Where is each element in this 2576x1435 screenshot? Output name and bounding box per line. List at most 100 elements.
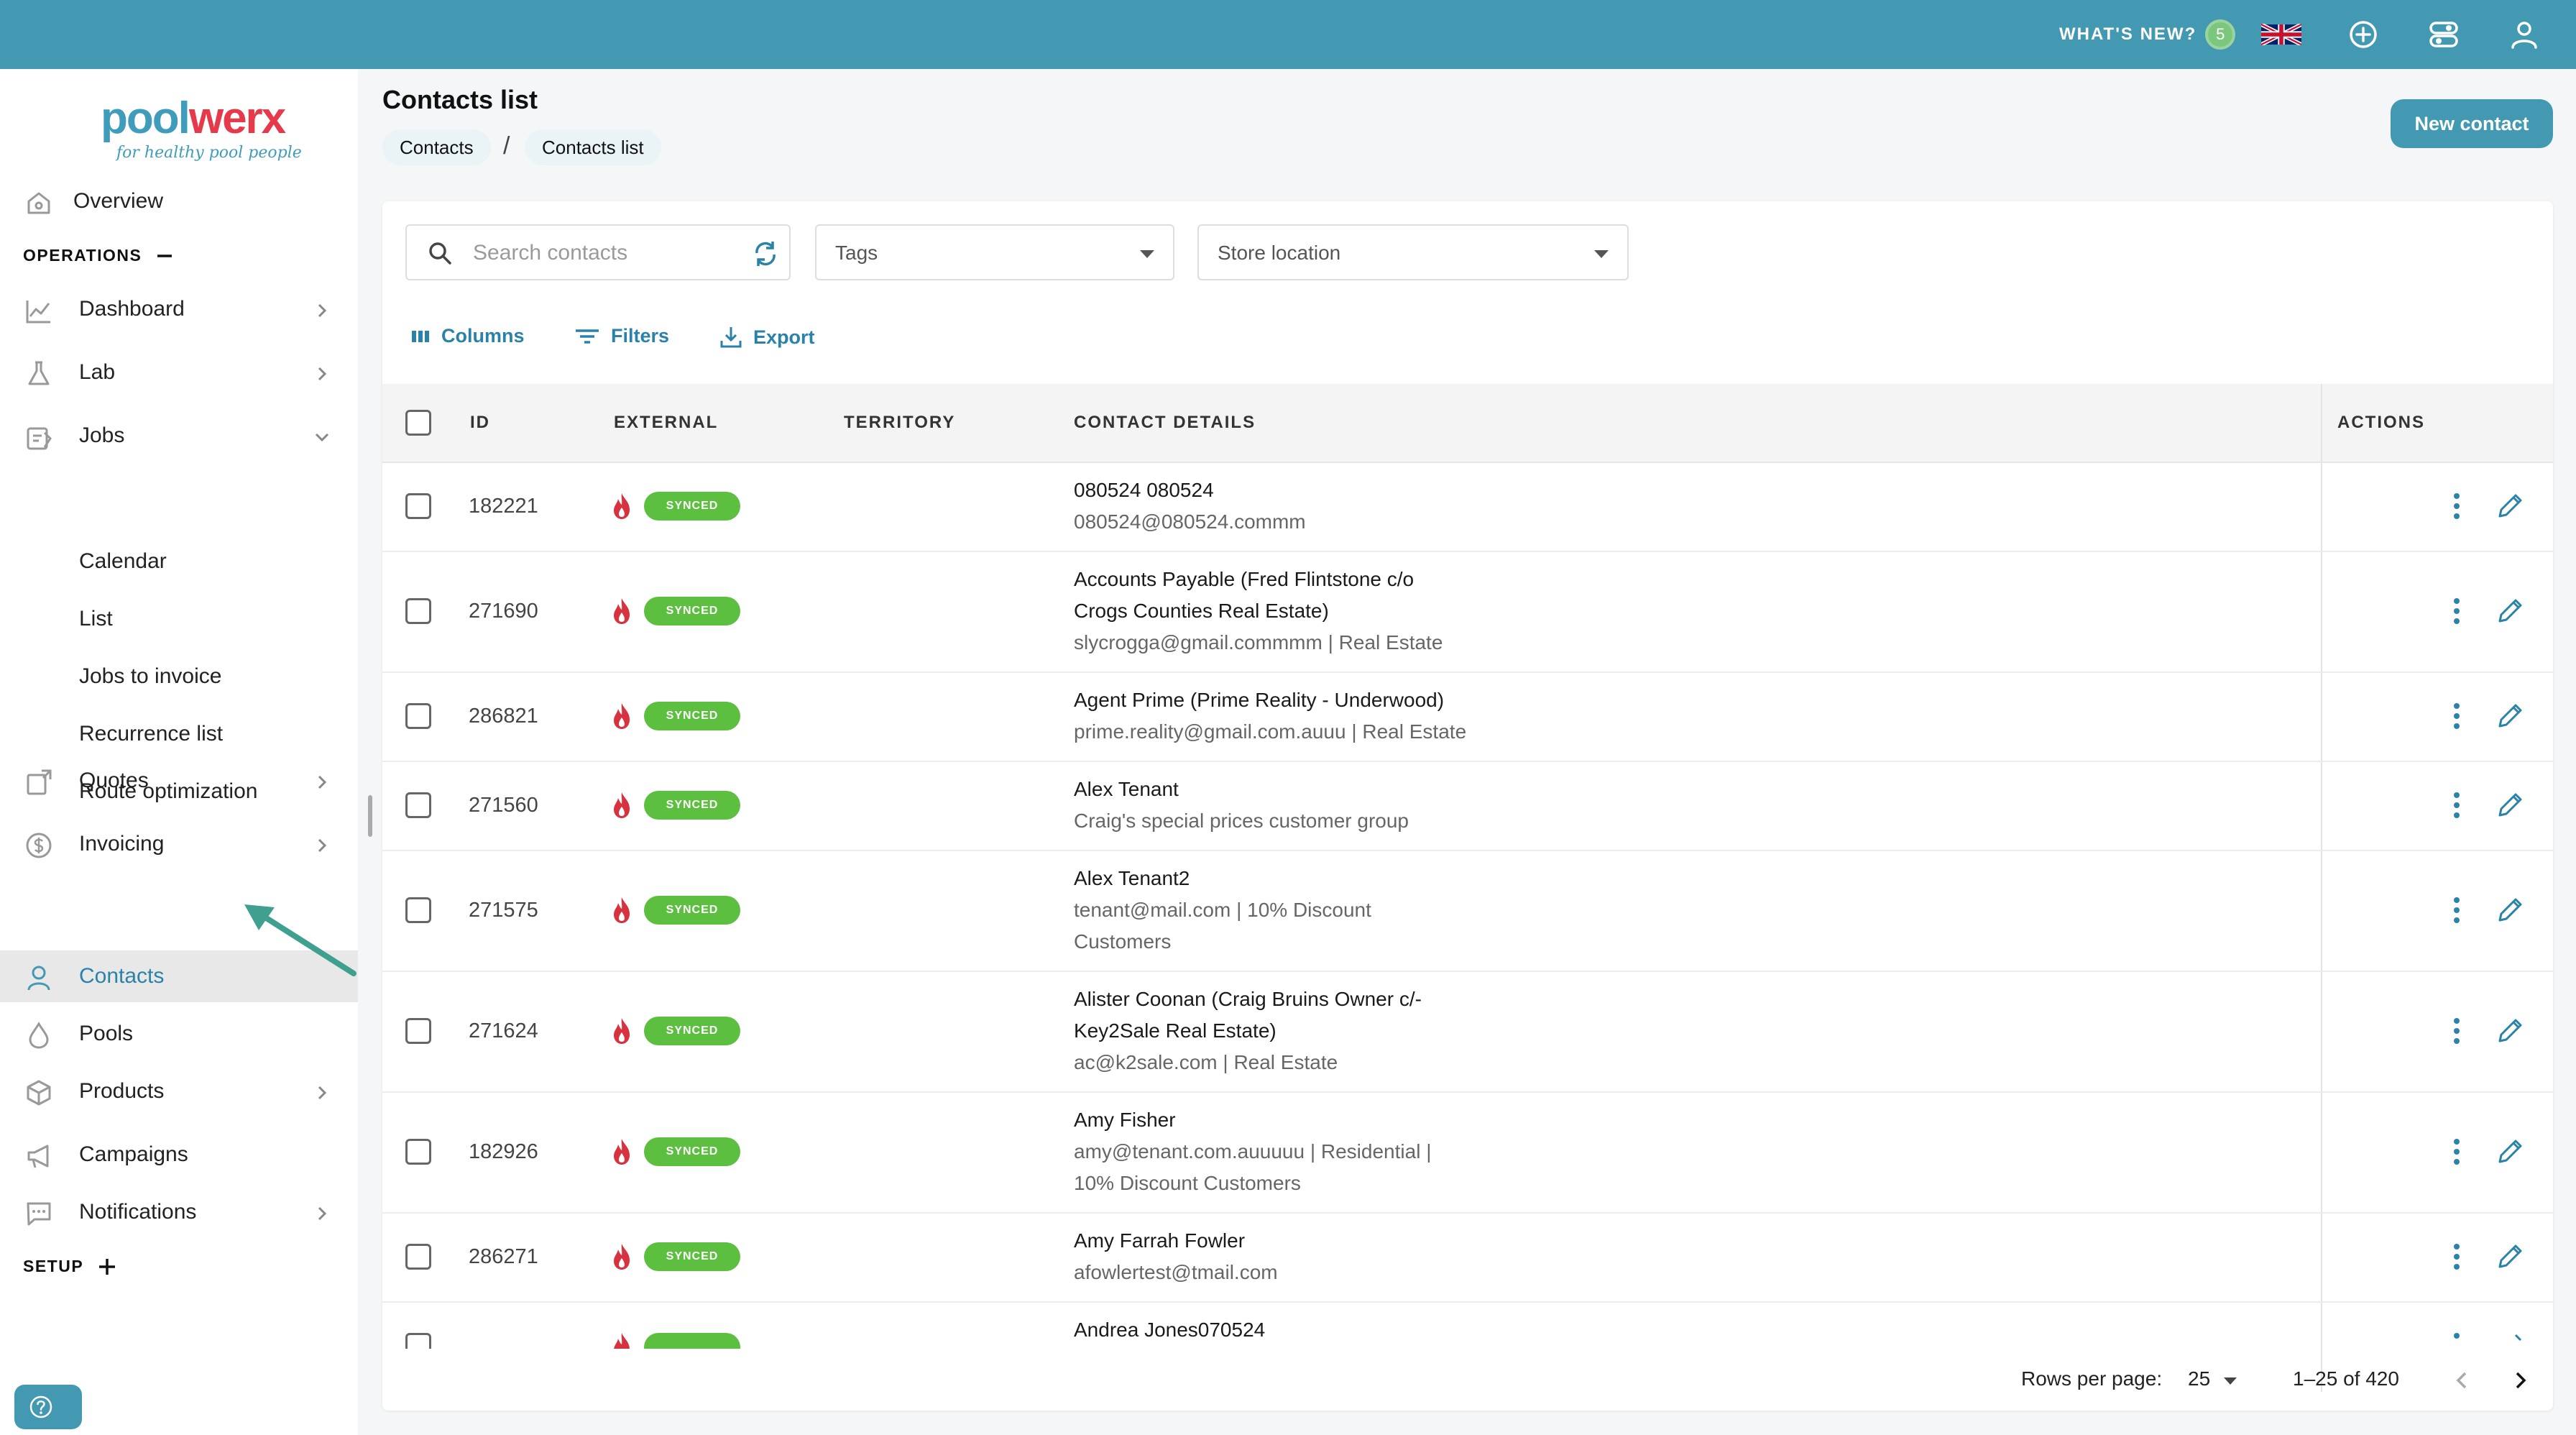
contact-name-cont: Crogs Counties Real Estate) xyxy=(1074,600,1329,622)
sidebar-item-label: Lab xyxy=(79,360,116,384)
sidebar-item-campaigns[interactable]: Campaigns xyxy=(0,1129,358,1180)
section-label: OPERATIONS xyxy=(23,246,142,265)
logo-word-pool: pool xyxy=(101,93,190,143)
operations-section-header[interactable]: OPERATIONS xyxy=(23,246,173,265)
more-vert-icon[interactable] xyxy=(2442,894,2471,926)
edit-pencil-icon[interactable] xyxy=(2494,594,2527,627)
user-account-icon[interactable] xyxy=(2508,19,2540,50)
columns-button[interactable]: Columns xyxy=(410,325,525,347)
contact-name: Amy Fisher xyxy=(1074,1109,1176,1131)
edit-pencil-icon[interactable] xyxy=(2494,1329,2527,1349)
edit-pencil-icon[interactable] xyxy=(2494,489,2527,522)
more-vert-icon[interactable] xyxy=(2442,595,2471,627)
sidebar-subitem-jobs-to-invoice[interactable]: Jobs to invoice xyxy=(79,664,222,688)
page-title: Contacts list xyxy=(382,85,538,114)
sidebar-item-overview[interactable]: Overview xyxy=(0,175,358,227)
row-checkbox[interactable] xyxy=(405,598,431,624)
sidebar-subitem-list[interactable]: List xyxy=(79,607,113,631)
sidebar-item-products[interactable]: Products xyxy=(0,1065,358,1117)
refresh-icon[interactable] xyxy=(750,239,781,269)
table-row[interactable]: 286271 SYNCED Amy Farrah Fowler afowlert… xyxy=(382,1212,2553,1303)
setup-section-header[interactable]: SETUP xyxy=(23,1257,116,1276)
sidebar-item-jobs[interactable]: Jobs xyxy=(0,410,358,462)
contact-id: 271560 xyxy=(469,794,538,817)
more-vert-icon[interactable] xyxy=(2442,490,2471,522)
pagination-range: 1–25 of 420 xyxy=(2293,1367,2399,1390)
table-row[interactable]: 271575 SYNCED Alex Tenant2 tenant@mail.c… xyxy=(382,850,2553,972)
new-contact-button[interactable]: New contact xyxy=(2391,99,2553,148)
row-checkbox[interactable] xyxy=(405,1244,431,1270)
search-input[interactable] xyxy=(472,237,719,269)
sidebar-item-quotes[interactable]: Quotes xyxy=(0,755,358,807)
more-vert-icon[interactable] xyxy=(2442,789,2471,821)
sidebar-item-notifications[interactable]: Notifications xyxy=(0,1186,358,1238)
sidebar-item-dashboard[interactable]: Dashboard xyxy=(0,283,358,335)
search-box[interactable] xyxy=(405,224,791,280)
row-checkbox[interactable] xyxy=(405,1139,431,1165)
sidebar-item-lab[interactable]: Lab xyxy=(0,347,358,398)
column-header-contact-details[interactable]: CONTACT DETAILS xyxy=(1074,413,1256,432)
help-button[interactable] xyxy=(14,1385,82,1429)
synced-badge: SYNCED xyxy=(644,1242,740,1271)
table-row[interactable]: Andrea Jones070524 xyxy=(382,1301,2553,1349)
sidebar-subitem-recurrence-list[interactable]: Recurrence list xyxy=(79,722,224,746)
previous-page-icon[interactable] xyxy=(2448,1366,2477,1395)
expand-plus-icon[interactable] xyxy=(98,1257,116,1276)
table-row[interactable]: 271560 SYNCED Alex Tenant Craig's specia… xyxy=(382,761,2553,851)
edit-pencil-icon[interactable] xyxy=(2494,699,2527,732)
dropdown-caret-icon[interactable] xyxy=(2224,1377,2237,1385)
contact-id: 182926 xyxy=(469,1140,538,1163)
select-all-checkbox[interactable] xyxy=(405,410,431,436)
row-checkbox[interactable] xyxy=(405,792,431,818)
table-row[interactable]: 271624 SYNCED Alister Coonan (Craig Brui… xyxy=(382,971,2553,1093)
table-row[interactable]: 286821 SYNCED Agent Prime (Prime Reality… xyxy=(382,671,2553,762)
uk-flag-icon[interactable] xyxy=(2261,24,2301,45)
column-header-territory[interactable]: TERRITORY xyxy=(844,413,956,432)
sidebar-item-pools[interactable]: Pools xyxy=(0,1008,358,1060)
table-row[interactable]: 271690 SYNCED Accounts Payable (Fred Fli… xyxy=(382,551,2553,673)
edit-pencil-icon[interactable] xyxy=(2494,1239,2527,1273)
column-header-external[interactable]: EXTERNAL xyxy=(614,413,719,432)
more-vert-icon[interactable] xyxy=(2442,1015,2471,1047)
sidebar-subitem-calendar[interactable]: Calendar xyxy=(79,549,167,573)
table-row[interactable]: 182221 SYNCED 080524 080524 080524@08052… xyxy=(382,462,2553,552)
breadcrumb-contacts[interactable]: Contacts xyxy=(382,129,491,165)
edit-pencil-icon[interactable] xyxy=(2494,893,2527,926)
add-circle-icon[interactable] xyxy=(2347,19,2379,50)
sidebar-resize-handle[interactable] xyxy=(368,795,372,837)
more-vert-icon[interactable] xyxy=(2442,1330,2471,1349)
filters-button[interactable]: Filters xyxy=(574,325,669,347)
tags-select[interactable]: Tags xyxy=(815,224,1174,280)
breadcrumb-separator: / xyxy=(503,132,510,160)
sidebar-item-invoicing[interactable]: Invoicing xyxy=(0,818,358,870)
contact-details: Amy Farrah Fowler afowlertest@tmail.com xyxy=(1074,1225,1278,1288)
edit-pencil-icon[interactable] xyxy=(2494,788,2527,821)
row-checkbox[interactable] xyxy=(405,493,431,519)
synced-badge: SYNCED xyxy=(644,702,740,730)
edit-pencil-icon[interactable] xyxy=(2494,1014,2527,1047)
row-checkbox[interactable] xyxy=(405,897,431,923)
pointer-arrow-icon xyxy=(244,904,356,976)
row-checkbox[interactable] xyxy=(405,703,431,729)
row-checkbox[interactable] xyxy=(405,1018,431,1044)
contact-details: Andrea Jones070524 xyxy=(1074,1314,1265,1346)
rows-per-page-select[interactable]: 25 xyxy=(2188,1367,2211,1390)
collapse-minus-icon[interactable] xyxy=(156,247,173,265)
sidebar-subitem-route-optimization[interactable]: Route optimization xyxy=(79,779,258,803)
edit-pencil-icon[interactable] xyxy=(2494,1134,2527,1168)
more-vert-icon[interactable] xyxy=(2442,1136,2471,1168)
row-checkbox[interactable] xyxy=(405,1333,431,1349)
more-vert-icon[interactable] xyxy=(2442,700,2471,732)
table-row[interactable]: 182926 SYNCED Amy Fisher amy@tenant.com.… xyxy=(382,1091,2553,1214)
whats-new-button[interactable]: WHAT'S NEW? 5 xyxy=(2059,0,2236,69)
more-vert-icon[interactable] xyxy=(2442,1241,2471,1273)
export-button[interactable]: Export xyxy=(719,325,815,349)
toggles-icon[interactable] xyxy=(2428,19,2460,50)
column-header-id[interactable]: ID xyxy=(470,413,490,432)
sidebar-item-label: Dashboard xyxy=(79,297,185,321)
next-page-icon[interactable] xyxy=(2506,1366,2534,1395)
chevron-right-icon xyxy=(318,775,327,789)
contact-email: afowlertest@tmail.com xyxy=(1074,1261,1278,1283)
store-location-select[interactable]: Store location xyxy=(1197,224,1629,280)
sidebar-item-contacts[interactable]: Contacts xyxy=(0,950,358,1002)
